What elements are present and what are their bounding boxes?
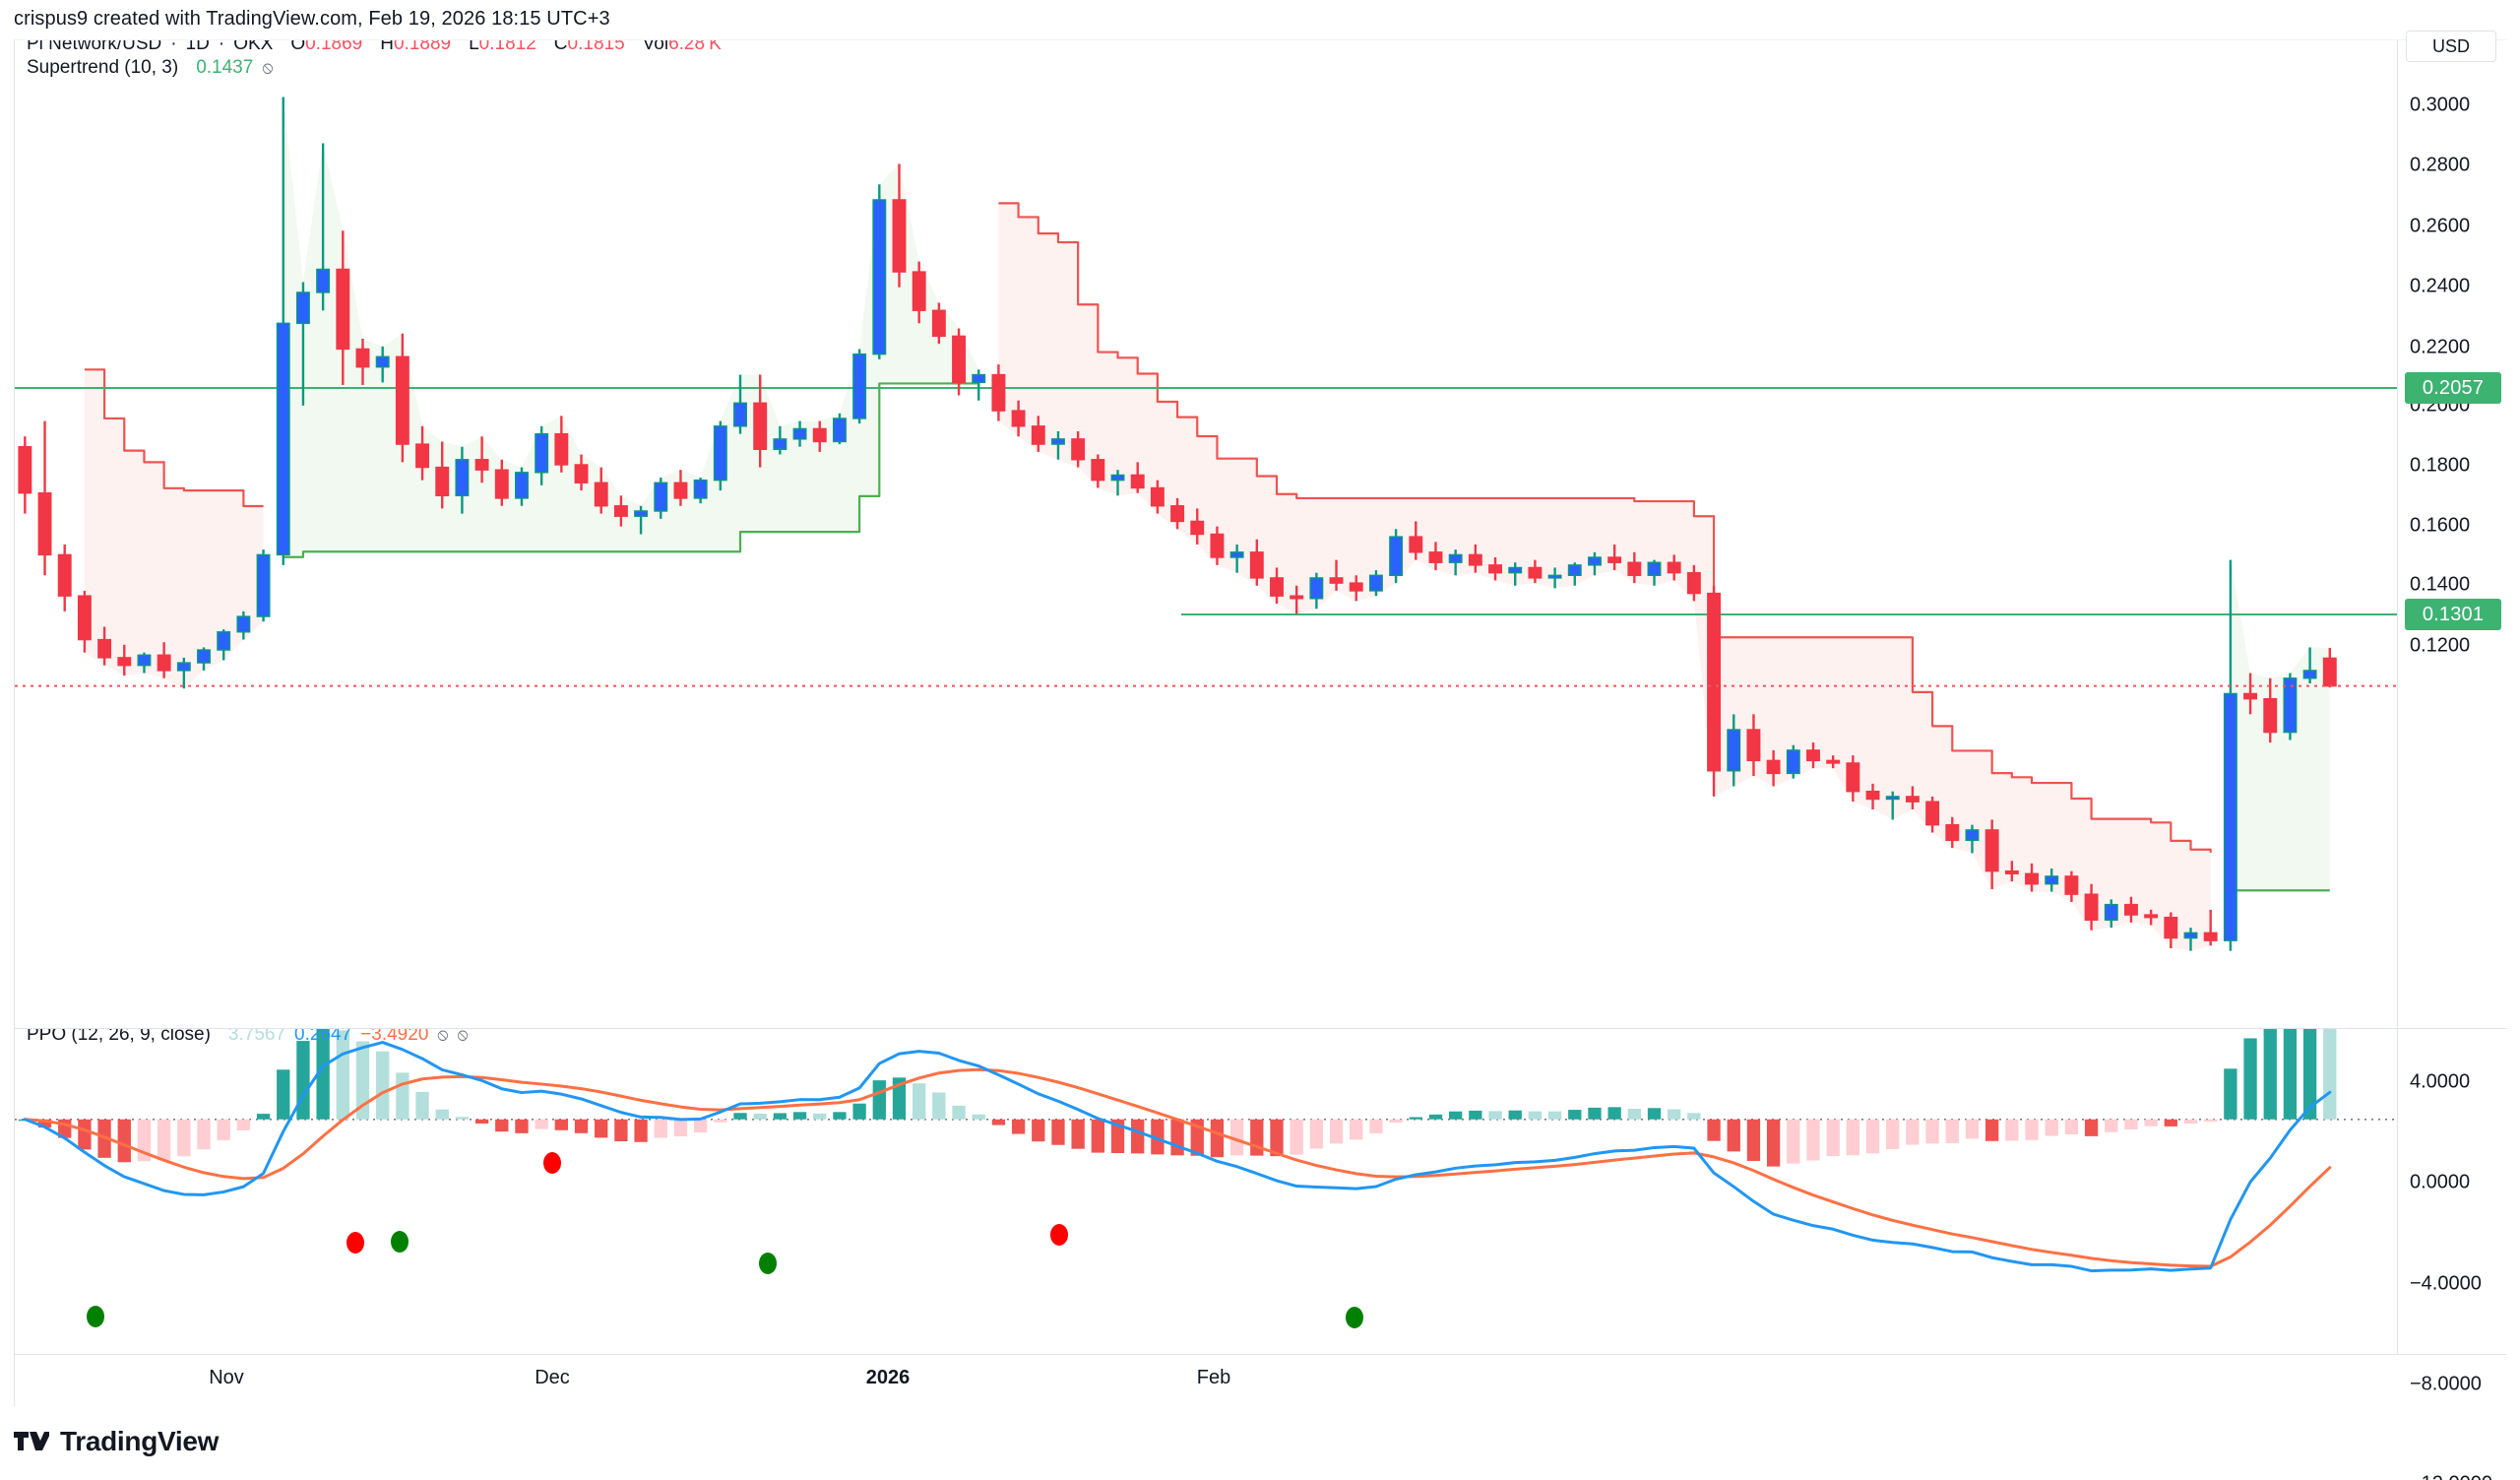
legend-sep-2: · xyxy=(218,40,225,54)
sell-signal-marker xyxy=(543,1152,561,1174)
legend-close-label: C xyxy=(553,40,568,54)
tradingview-wordmark: TradingView xyxy=(60,1426,220,1456)
legend-low-value: 0.1812 xyxy=(478,40,536,54)
time-tick-label: Feb xyxy=(1196,1367,1231,1388)
time-tick-label: Nov xyxy=(209,1367,244,1388)
price-badge[interactable]: 0.2057 xyxy=(2405,372,2501,404)
eye-off-icon[interactable]: ⦸ xyxy=(262,58,274,77)
footer: TradingView xyxy=(14,1426,219,1457)
time-tick-label: 2026 xyxy=(865,1367,911,1388)
price-tick-label: 0.1600 xyxy=(2410,514,2471,537)
price-plot xyxy=(15,97,2397,951)
sell-signal-marker xyxy=(1050,1224,1068,1246)
buy-signal-marker xyxy=(1346,1307,1363,1328)
ppo-tick-label: −4.0000 xyxy=(2410,1272,2482,1295)
price-pane[interactable]: Pi Network/USD · 1D · OKX O0.1869 H0.1889 L0.18… xyxy=(15,40,2397,1028)
chart-frame: Pi Network/USD · 1D · OKX O0.1869 H0.1889 L0.18… xyxy=(14,31,2507,1480)
ppo-name[interactable]: PPO (12, 26, 9, close) xyxy=(27,1029,211,1045)
price-tick-label: 0.3000 xyxy=(2410,94,2471,116)
sell-signal-marker xyxy=(346,1232,364,1254)
price-tick-label: 0.1200 xyxy=(2410,634,2471,657)
axis-divider xyxy=(2397,40,2398,1354)
legend-volume-label: Vol xyxy=(642,40,669,54)
legend-interval[interactable]: 1D xyxy=(185,40,210,54)
legend-exchange[interactable]: OKX xyxy=(233,40,274,54)
settings-off-icon[interactable]: ⦸ xyxy=(457,1029,469,1044)
time-axis-divider xyxy=(15,1354,2507,1355)
price-badge[interactable]: 0.1301 xyxy=(2405,599,2501,630)
legend-close-value: 0.1815 xyxy=(567,40,625,54)
legend-sep-1: · xyxy=(170,40,177,54)
buy-signal-marker xyxy=(391,1231,409,1253)
legend-volume-value: 6.28 xyxy=(668,40,706,54)
price-tick-label: 0.2600 xyxy=(2410,215,2471,237)
attribution-text: crispus9 created with TradingView.com, F… xyxy=(14,8,610,30)
tradingview-logo-icon xyxy=(14,1431,49,1450)
supertrend-legend: Supertrend (10, 3) 0.1437 ⦸ xyxy=(27,57,273,79)
ppo-histogram-value: 3.7567 xyxy=(227,1029,286,1045)
legend-high-label: H xyxy=(380,40,394,54)
price-tick-label: 0.1800 xyxy=(2410,454,2471,477)
price-axis[interactable]: USD 0.3000 0.2800 0.2600 0.2400 0.2200 0.2000… xyxy=(2398,31,2507,1480)
ppo-pane[interactable]: PPO (12, 26, 9, close) 3.7567 0.2647 −3.492… xyxy=(15,1029,2397,1354)
ppo-tick-label: 0.0000 xyxy=(2410,1171,2471,1193)
legend-open-label: O xyxy=(290,40,306,54)
ppo-tick-label: 4.0000 xyxy=(2410,1070,2471,1093)
time-axis[interactable]: Nov Dec 2026 Feb xyxy=(15,1355,2507,1406)
ppo-tick-label: −12.0000 xyxy=(2398,1473,2507,1480)
ppo-signal-value: −3.4920 xyxy=(360,1029,429,1045)
buy-signal-marker xyxy=(87,1306,104,1327)
price-legend: Pi Network/USD · 1D · OKX O0.1869 H0.1889 L0.18… xyxy=(27,40,722,55)
ppo-tick-label: −8.0000 xyxy=(2410,1373,2482,1395)
currency-chip[interactable]: USD xyxy=(2406,31,2496,62)
price-tick-label: 0.2800 xyxy=(2410,154,2471,176)
price-tick-label: 0.2400 xyxy=(2410,275,2471,297)
legend-volume-unit: K xyxy=(709,40,722,54)
time-tick-label: Dec xyxy=(535,1367,570,1388)
legend-low-label: L xyxy=(469,40,479,54)
buy-signal-marker xyxy=(759,1253,777,1274)
eye-off-icon[interactable]: ⦸ xyxy=(437,1029,449,1044)
legend-high-value: 0.1889 xyxy=(393,40,452,54)
pane-divider xyxy=(15,1028,2507,1029)
price-tick-label: 0.2200 xyxy=(2410,336,2471,358)
ppo-plot xyxy=(15,1029,2397,1328)
legend-symbol[interactable]: Pi Network/USD xyxy=(27,40,162,54)
ppo-legend: PPO (12, 26, 9, close) 3.7567 0.2647 −3.492… xyxy=(27,1029,469,1046)
price-tick-label: 0.1400 xyxy=(2410,573,2471,596)
ppo-line-value: 0.2647 xyxy=(294,1029,352,1045)
legend-open-value: 0.1869 xyxy=(305,40,363,54)
supertrend-value: 0.1437 xyxy=(196,57,254,78)
supertrend-name[interactable]: Supertrend (10, 3) xyxy=(27,57,179,78)
